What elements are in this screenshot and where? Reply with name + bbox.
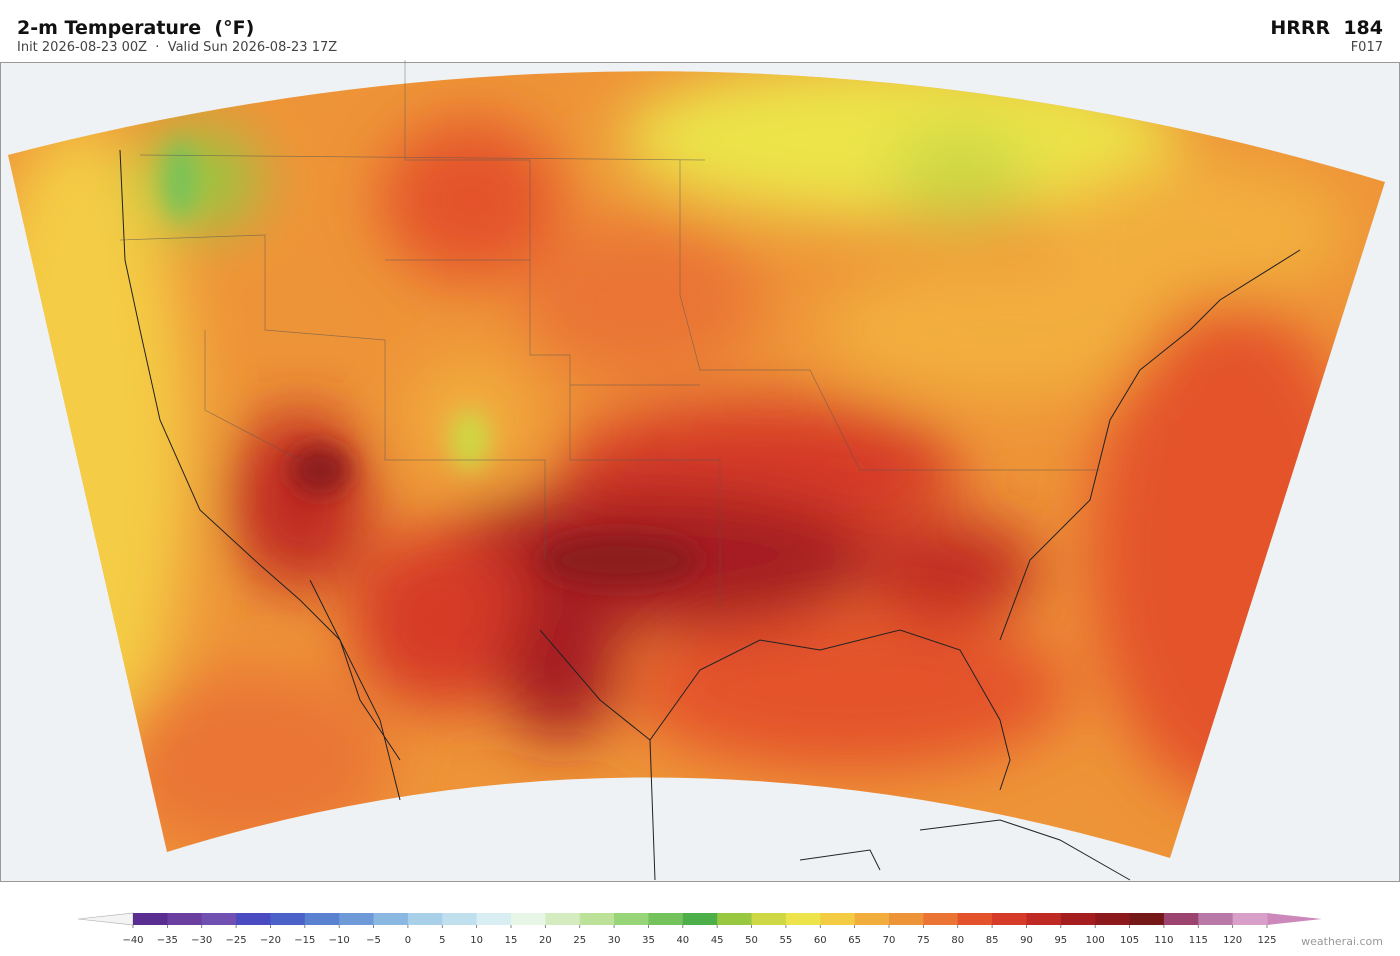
temperature-field (8, 71, 1385, 859)
colorbar-bin (1163, 913, 1199, 925)
colorbar-tick-label: 95 (1054, 935, 1067, 946)
colorbar-bin (339, 913, 375, 925)
colorbar-bin (682, 913, 718, 925)
colorbar-bin (785, 913, 821, 925)
colorbar-bin (889, 913, 924, 925)
model: HRRR 184 (1270, 17, 1383, 39)
colorbar-bin (614, 913, 649, 925)
colorbar-bin (1095, 913, 1131, 925)
colorbar-bin (201, 913, 237, 925)
colorbar-bin (579, 913, 615, 925)
colorbar-tick-label: 5 (439, 935, 445, 946)
colorbar-tick-label: −5 (366, 935, 381, 946)
colorbar-tick-label: 100 (1086, 935, 1105, 946)
colorbar-bin (854, 913, 890, 925)
colorbar-bin (717, 913, 753, 925)
colorbar-bin (1026, 913, 1062, 925)
colorbar-tick-label: −20 (260, 935, 281, 946)
colorbar-tick-label: −30 (191, 935, 212, 946)
colorbar-bin (992, 913, 1027, 925)
colorbar: −40 −35 −30 −25 −20 −15 −10 −5 0 5 10 15 20 25 30 35 40 4… (77, 912, 1322, 946)
state-borders (119, 60, 1100, 610)
colorbar-tick-label: −40 (122, 935, 143, 946)
colorbar-tick-label: 90 (1020, 935, 1033, 946)
colorbar-bin (1232, 913, 1268, 925)
colorbar-bin (373, 913, 409, 925)
title: 2-m Temperature (°F) (17, 17, 254, 39)
colorbar-bin (511, 913, 546, 925)
colorbar-bin (545, 913, 581, 925)
colorbar-tick-label: −35 (157, 935, 178, 946)
colorbar-tick-label: 125 (1257, 935, 1276, 946)
colorbar-tick-label: −15 (294, 935, 315, 946)
colorbar-tick-label: 25 (573, 935, 586, 946)
colorbar-bin (304, 913, 340, 925)
colorbar-bin (476, 913, 512, 925)
colorbar-bin (407, 913, 443, 925)
colorbar-bin (1198, 913, 1234, 925)
colorbar-tick-label: −25 (226, 935, 247, 946)
colorbar-tick-label: 20 (539, 935, 552, 946)
subtitle: Init 2026-08-23 00Z · Valid Sun 2026-08-… (17, 40, 337, 55)
colorbar-bin (1060, 913, 1096, 925)
credit: weatherai.com (1301, 935, 1383, 948)
colorbar-tick-label: 110 (1154, 935, 1173, 946)
colorbar-over (1267, 913, 1322, 925)
colorbar-bin (442, 913, 478, 925)
colorbar-tick-label: 65 (848, 935, 861, 946)
colorbar-tick-label: 55 (780, 935, 793, 946)
colorbar-tick-label: 10 (470, 935, 483, 946)
colorbar-tick-label: 105 (1120, 935, 1139, 946)
colorbar-tick-label: 115 (1189, 935, 1208, 946)
colorbar-tick-label: 60 (814, 935, 827, 946)
colorbar-tick-label: 45 (711, 935, 724, 946)
colorbar-tick-label: 40 (676, 935, 689, 946)
colorbar-under (77, 912, 134, 926)
colorbar-tick-label: 120 (1223, 935, 1242, 946)
colorbar-tick-label: 80 (951, 935, 964, 946)
colorbar-bin (957, 913, 993, 925)
colorbar-bin (167, 913, 203, 925)
colorbar-bin (270, 913, 306, 925)
colorbar-tick-label: 75 (917, 935, 930, 946)
colorbar-tick-label: 35 (642, 935, 655, 946)
colorbar-tick-label: −10 (329, 935, 350, 946)
colorbar-tick-label: 30 (608, 935, 621, 946)
forecast-hour: F017 (1351, 40, 1383, 55)
colorbar-tick-label: 50 (745, 935, 758, 946)
colorbar-tick-label: 85 (986, 935, 999, 946)
colorbar-bin (751, 913, 787, 925)
colorbar-tick-label: 0 (405, 935, 411, 946)
colorbar-bin (820, 913, 856, 925)
colorbar-tick-label: 70 (883, 935, 896, 946)
colorbar-bin (236, 913, 271, 925)
colorbar-bin (133, 913, 168, 925)
coastlines (119, 149, 1301, 881)
colorbar-bin (1129, 913, 1165, 925)
colorbar-bin (648, 913, 684, 925)
colorbar-bin (923, 913, 959, 925)
colorbar-tick-label: 15 (505, 935, 518, 946)
